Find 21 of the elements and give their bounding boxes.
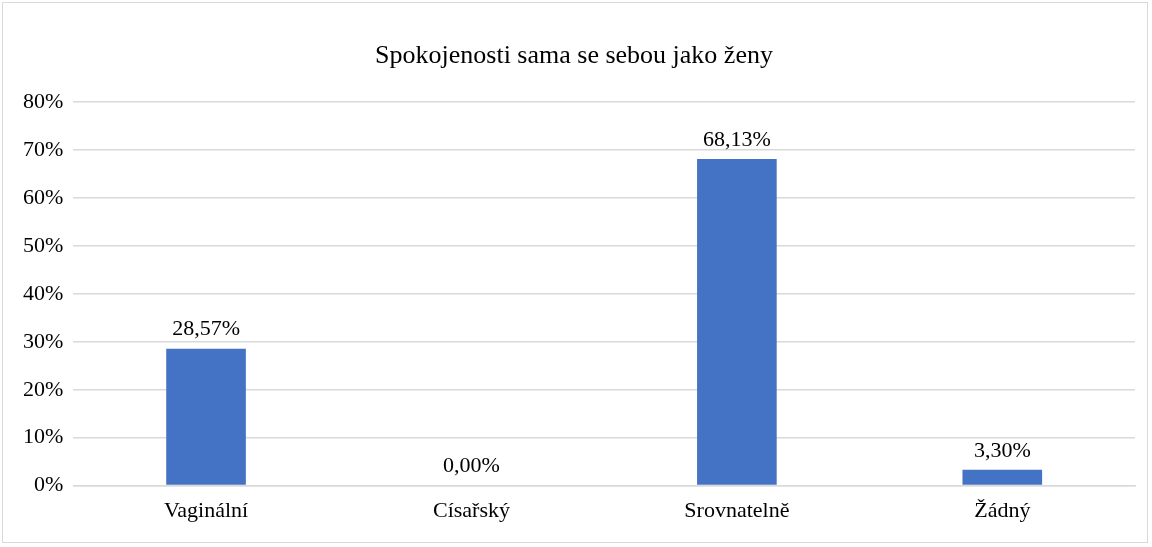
y-tick-label: 80%	[23, 87, 64, 113]
data-label: 3,30%	[973, 436, 1031, 462]
data-label: 68,13%	[702, 125, 771, 151]
y-tick-label: 30%	[23, 327, 64, 353]
x-tick-label: Žádný	[974, 496, 1031, 522]
x-tick-label: Srovnatelně	[684, 496, 790, 522]
y-tick-label: 70%	[23, 135, 64, 161]
y-tick-label: 50%	[23, 231, 64, 257]
y-tick-label: 10%	[23, 423, 64, 449]
chart-title: Spokojenosti sama se sebou jako ženy	[375, 40, 773, 70]
data-label: 0,00%	[443, 452, 500, 478]
bar	[166, 348, 246, 485]
y-tick-label: 0%	[34, 471, 64, 497]
y-tick-label: 40%	[23, 279, 64, 305]
x-tick-label: Císařský	[432, 496, 510, 522]
y-tick-label: 60%	[23, 183, 64, 209]
y-tick-label: 20%	[23, 375, 64, 401]
x-tick-label: Vaginální	[163, 496, 249, 522]
bar	[697, 159, 777, 485]
data-label: 28,57%	[172, 315, 240, 341]
bar	[962, 469, 1043, 485]
